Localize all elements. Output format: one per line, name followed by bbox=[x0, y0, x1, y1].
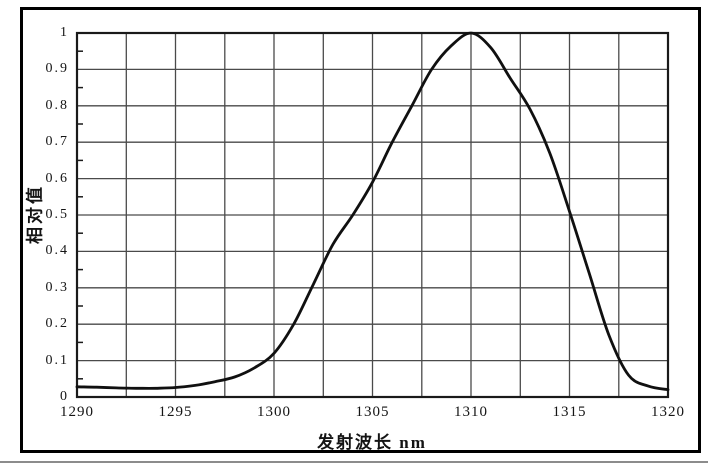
plot-border bbox=[75, 31, 670, 399]
bottom-separator-line bbox=[0, 461, 708, 463]
x-tick-label: 1295 bbox=[158, 404, 193, 420]
figure-frame bbox=[20, 7, 701, 453]
y-tick-label: 0.8 bbox=[45, 97, 69, 113]
x-tick-label: 1320 bbox=[651, 404, 685, 420]
y-tick-label: 0.9 bbox=[45, 61, 69, 77]
x-axis-title: 发射波长 nm bbox=[317, 433, 427, 452]
x-tick-label: 1310 bbox=[454, 404, 488, 420]
y-tick-label: 0.6 bbox=[45, 170, 69, 186]
y-axis-title: 相对值 bbox=[25, 184, 45, 244]
y-tick-label: 0.4 bbox=[45, 243, 69, 259]
y-tick-label: 0.5 bbox=[45, 207, 69, 222]
x-tick-label: 1305 bbox=[355, 404, 390, 420]
x-tick-label: 1300 bbox=[257, 404, 291, 420]
y-tick-label: 0 bbox=[60, 389, 69, 404]
x-tick-label: 1315 bbox=[552, 404, 587, 420]
gridlines bbox=[77, 33, 668, 397]
y-tick-label: 0.2 bbox=[45, 316, 69, 332]
y-tick-label: 0.1 bbox=[45, 352, 69, 368]
spectrum-curve bbox=[75, 31, 670, 392]
y-minor-ticks bbox=[78, 50, 83, 380]
x-tick-label: 1290 bbox=[60, 404, 94, 420]
y-tick-label: 1 bbox=[60, 25, 69, 40]
y-tick-label: 0.3 bbox=[45, 279, 69, 295]
y-tick-label: 0.7 bbox=[45, 134, 69, 150]
